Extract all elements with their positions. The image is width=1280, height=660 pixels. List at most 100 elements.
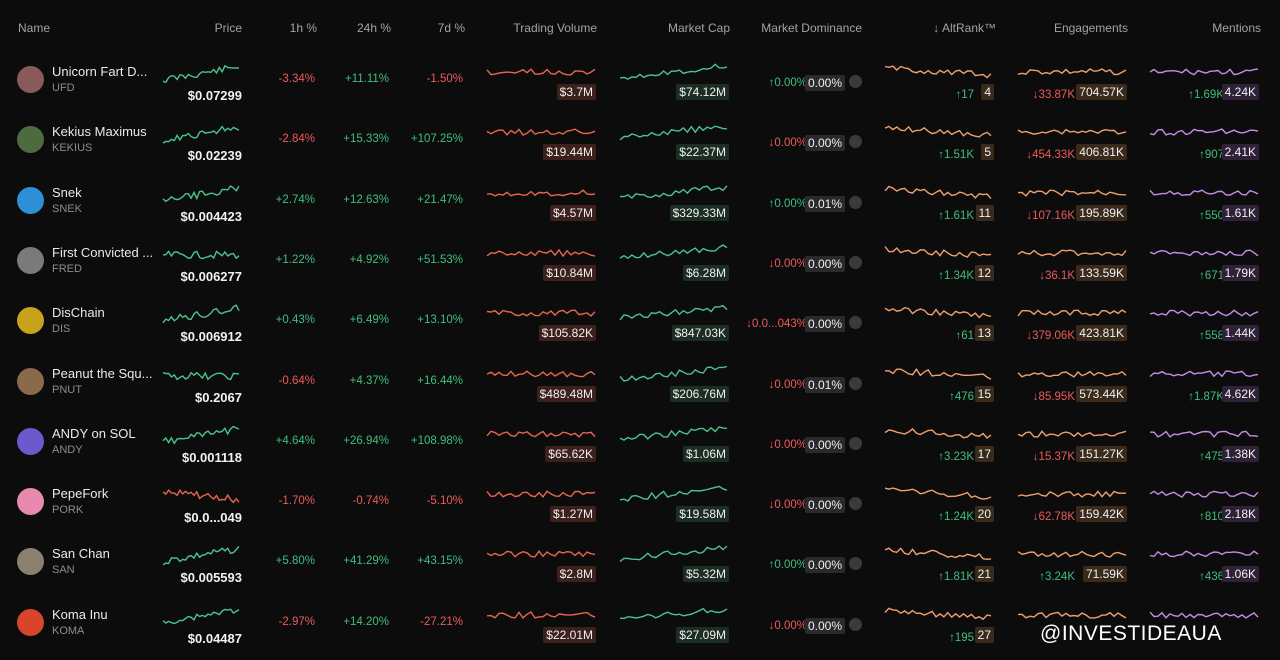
volume-sparkline (486, 490, 596, 499)
squirrel-avatar (17, 246, 44, 274)
col-7d[interactable]: 7d % (437, 21, 465, 35)
mcap-value: $22.37M (676, 144, 729, 161)
dominance-value: 0.01% (804, 195, 845, 212)
dominance-circle-icon (849, 135, 862, 149)
mcap-value: $5.32M (682, 566, 729, 583)
asset-name[interactable]: Peanut the Squ... (52, 365, 153, 381)
asset-symbol: PORK (52, 504, 84, 517)
table-row[interactable]: Peanut the Squ... PNUT $0.2067 -0.64% +4… (0, 356, 1280, 416)
mcap-value: $27.09M (676, 626, 729, 643)
col-volume[interactable]: Trading Volume (513, 21, 597, 35)
altrank-sparkline (884, 487, 992, 500)
volume-value: $19.44M (543, 144, 596, 161)
change-24h: +15.33% (343, 133, 389, 146)
asset-name[interactable]: ANDY on SOL (52, 425, 136, 441)
asset-name[interactable]: Snek (52, 184, 82, 200)
mcap-sparkline (619, 545, 728, 563)
altrank-sparkline (884, 245, 992, 258)
col-mcap[interactable]: Market Cap (667, 21, 730, 35)
col-altrank[interactable]: ↓ AltRank™ (933, 21, 996, 35)
engagements-sparkline (1017, 551, 1127, 559)
dominance-circle-icon (849, 195, 862, 209)
altrank-value: 21 (974, 566, 994, 583)
mcap-value: $847.03K (671, 325, 729, 342)
change-24h: +14.20% (343, 615, 389, 628)
change-7d: +107.25% (410, 133, 463, 146)
asset-symbol: UFD (52, 82, 75, 94)
dominance-circle-icon (849, 557, 862, 571)
engagements-sparkline (1017, 129, 1127, 136)
change-7d: +108.98% (410, 434, 463, 447)
asset-name[interactable]: Unicorn Fart D... (52, 64, 148, 79)
engagements-sparkline (1017, 309, 1127, 317)
unicorn-avatar (17, 66, 44, 93)
altrank-sparkline (884, 427, 992, 439)
change-1h: -0.64% (278, 374, 315, 387)
engagements-delta: ↑3.24K (1039, 571, 1075, 584)
engagements-value: 406.81K (1076, 144, 1127, 161)
altrank-sparkline (884, 307, 992, 319)
volume-value: $65.62K (545, 445, 596, 462)
altrank-delta: ↑1.24K (938, 511, 974, 524)
dominance-value: 0.00% (804, 75, 845, 91)
andy-avatar (17, 427, 44, 455)
table-row[interactable]: First Convicted ... FRED $0.006277 +1.22… (0, 235, 1280, 295)
change-24h: +4.92% (349, 253, 389, 266)
price-sparkline (162, 64, 240, 84)
col-price[interactable]: Price (214, 21, 242, 35)
mentions-delta: ↑1.69K (1188, 89, 1224, 101)
asset-symbol: KEKIUS (52, 142, 93, 155)
price-sparkline (162, 184, 240, 202)
asset-symbol: PNUT (52, 383, 82, 396)
mentions-value: 1.61K (1221, 204, 1259, 221)
dominance-circle-icon (849, 316, 862, 330)
table-row[interactable]: PepeFork PORK $0.0...049 -1.70% -0.74% -… (0, 476, 1280, 536)
engagements-sparkline (1017, 249, 1127, 257)
change-7d: +13.10% (417, 314, 463, 327)
price-sparkline (162, 546, 240, 566)
asset-name[interactable]: DisChain (52, 305, 105, 321)
engagements-sparkline (1017, 429, 1127, 438)
change-1h: +5.80% (275, 555, 315, 568)
dominance-delta: ↓0.00% (768, 499, 807, 512)
dominance-delta: ↓0.00% (768, 619, 807, 632)
asset-name[interactable]: First Convicted ... (52, 244, 154, 260)
price-value: $0.006277 (180, 268, 242, 284)
altrank-delta: ↑17 (955, 89, 974, 101)
volume-value: $2.8M (556, 566, 596, 583)
col-24h[interactable]: 24h % (356, 21, 391, 35)
asset-name[interactable]: Kekius Maximus (52, 124, 147, 140)
table-row[interactable]: Koma Inu KOMA $0.04487 -2.97% +14.20% -2… (0, 597, 1280, 657)
table-row[interactable]: ANDY on SOL ANDY $0.001118 +4.64% +26.94… (0, 416, 1280, 476)
col-engagements[interactable]: Engagements (1053, 21, 1128, 35)
table-row[interactable]: Kekius Maximus KEKIUS $0.02239 -2.84% +1… (0, 114, 1280, 174)
col-name[interactable]: Name (18, 21, 51, 35)
mentions-sparkline (1149, 189, 1259, 196)
col-1h[interactable]: 1h % (289, 21, 317, 35)
asset-name[interactable]: Koma Inu (52, 606, 108, 622)
dominance-circle-icon (849, 376, 862, 390)
mcap-value: $74.12M (676, 84, 729, 100)
asset-symbol: ANDY (52, 443, 83, 456)
asset-name[interactable]: San Chan (52, 546, 110, 562)
asset-name[interactable]: PepeFork (52, 486, 109, 502)
col-dominance[interactable]: Market Dominance (761, 21, 862, 35)
altrank-value: 17 (974, 445, 994, 462)
price-value: $0.2067 (195, 389, 242, 405)
table-row[interactable]: DisChain DIS $0.006912 +0.43% +6.49% +13… (0, 295, 1280, 355)
table-row[interactable]: Snek SNEK $0.004423 +2.74% +12.63% +21.4… (0, 175, 1280, 235)
table-row[interactable]: San Chan SAN $0.005593 +5.80% +41.29% +4… (0, 536, 1280, 596)
engagements-sparkline (1017, 68, 1127, 76)
engagements-value: 704.57K (1076, 84, 1127, 100)
mentions-delta: ↑810 (1199, 511, 1224, 524)
mcap-sparkline (619, 425, 728, 441)
table-row[interactable]: Unicorn Fart D... UFD $0.07299 -3.34% +1… (0, 54, 1280, 114)
volume-sparkline (486, 550, 596, 559)
altrank-delta: ↑1.61K (938, 209, 974, 222)
mentions-sparkline (1149, 249, 1259, 257)
mentions-delta: ↑475 (1199, 450, 1224, 463)
shiba-avatar (17, 608, 44, 636)
engagements-delta: ↓85.95K (1032, 390, 1075, 403)
engagements-sparkline (1017, 490, 1126, 498)
col-mentions[interactable]: Mentions (1212, 21, 1261, 35)
